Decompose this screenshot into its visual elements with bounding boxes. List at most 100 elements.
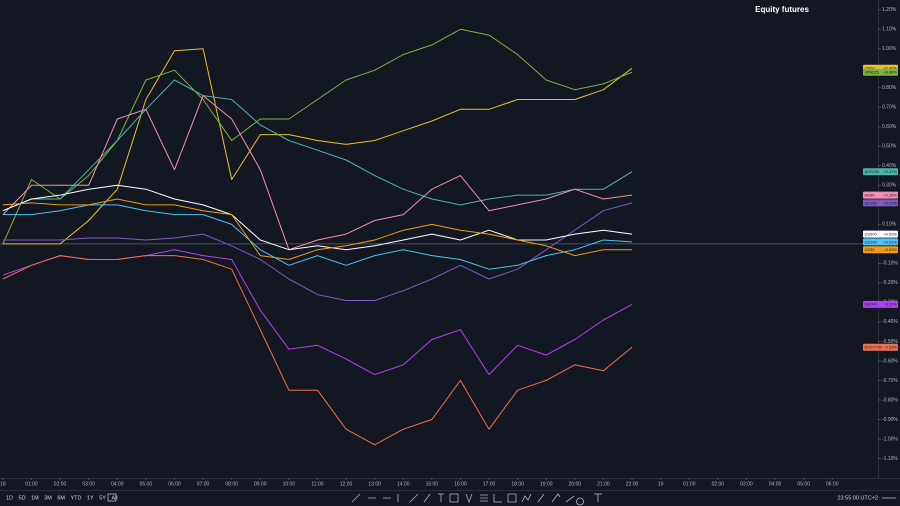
x-tick-label: 19 (658, 481, 664, 487)
x-tick-label: 07:00 (197, 481, 210, 487)
y-tick-label: 1.10% (882, 27, 897, 33)
range-button[interactable]: 1M (31, 495, 39, 501)
tag-background (863, 300, 898, 308)
x-tick-label: 02:00 (54, 481, 67, 487)
y-tick-label: -1.00% (882, 436, 898, 442)
y-tick-label: -0.60% (882, 358, 898, 364)
y-tick-label: -0.50% (882, 339, 898, 345)
y-tick-label: 0.70% (882, 105, 897, 111)
x-tick-label: 11:00 (311, 481, 323, 487)
x-tick-label: 03:00 (740, 481, 753, 487)
x-tick-label: 05:00 (140, 481, 153, 487)
series-tag: EUSTX50 -0.53% (863, 343, 898, 351)
series-line (2, 202, 633, 301)
legend-label: UK100 (865, 200, 878, 205)
series-line (2, 184, 633, 251)
legend-label: US30 (865, 247, 876, 252)
x-tick-label: 10:00 (283, 481, 296, 487)
legend-label: US100 (865, 239, 878, 244)
tag-background (863, 246, 898, 254)
range-button[interactable]: 3M (44, 495, 52, 501)
y-tick-label: 1.20% (882, 7, 897, 13)
y-tick-label: -0.70% (882, 378, 898, 384)
drawing-tools (351, 493, 602, 506)
range-button[interactable]: 5D (19, 495, 26, 501)
x-tick-label: 20:00 (569, 481, 582, 487)
legend-label: JPN225 (865, 70, 880, 75)
series-tag: HK50 +0.25% (863, 191, 898, 199)
tag-background (863, 68, 898, 76)
x-tick-label: 14:00 (397, 481, 410, 487)
legend-label: AUS200 (865, 169, 881, 174)
value-label: -0.31% (884, 302, 897, 307)
x-tick-label: 18 (0, 481, 6, 487)
range-button[interactable]: All (111, 495, 117, 501)
x-tick-label: 01:00 (25, 481, 38, 487)
series-tag: US100 +0.01% (863, 238, 898, 246)
tag-background (863, 343, 898, 351)
x-tick-label: 06:00 (826, 481, 839, 487)
series-line (2, 48, 633, 245)
value-label: +0.01% (883, 239, 897, 244)
x-tick-label: 18:00 (511, 481, 524, 487)
value-label: +0.37% (883, 169, 897, 174)
x-tick-label: 13:00 (368, 481, 381, 487)
x-tick-label: 06:00 (168, 481, 181, 487)
y-tick-label: 0.40% (882, 163, 897, 169)
range-button[interactable]: 1D (6, 495, 13, 501)
tag-background (863, 238, 898, 246)
x-tick-label: 09:00 (254, 481, 267, 487)
y-tick-label: 0.10% (882, 222, 897, 228)
range-button[interactable]: YTD (70, 495, 81, 501)
x-tick-label: 15:00 (426, 481, 439, 487)
value-label: +0.90% (883, 66, 897, 71)
tag-background (863, 191, 898, 199)
series-tag: US500 +0.05% (863, 230, 898, 238)
series-line (2, 198, 632, 260)
series-tag: GER40 -0.31% (863, 300, 898, 308)
value-label: +0.88% (883, 70, 897, 75)
series-tag: AUS200 +0.37% (863, 168, 898, 176)
value-label: -0.53% (884, 345, 897, 350)
x-tick-label: 22:00 (626, 481, 639, 487)
value-label: +0.05% (883, 231, 897, 236)
x-tick-label: 08:00 (225, 481, 238, 487)
x-tick-label: 01:00 (683, 481, 696, 487)
tag-background (863, 230, 898, 238)
y-tick-label: -0.90% (882, 417, 898, 423)
x-tick-label: 19:00 (540, 481, 553, 487)
series-tag: US30 -0.03% (863, 246, 898, 254)
range-button[interactable]: 1Y (87, 495, 94, 501)
x-tick-label: 03:00 (82, 481, 95, 487)
value-label: +0.25% (883, 192, 897, 197)
y-tick-label: 0.30% (882, 183, 897, 189)
series-line (2, 204, 633, 270)
y-tick-label: 0.60% (882, 124, 897, 130)
legend-label: US500 (865, 231, 878, 236)
series-line (2, 95, 633, 251)
legend-label: HK50 (865, 192, 876, 197)
value-label: +0.21% (883, 200, 897, 205)
range-button[interactable]: 6M (57, 495, 65, 501)
x-tick-label: 12:00 (340, 481, 353, 487)
y-tick-label: -1.10% (882, 456, 898, 462)
y-tick-label: -0.40% (882, 319, 898, 325)
legend-label: CN50 (865, 66, 876, 71)
value-label: -0.03% (884, 247, 897, 252)
y-tick-label: 0.50% (882, 144, 897, 150)
x-tick-label: 05:00 (797, 481, 810, 487)
series-tag: UK100 +0.21% (863, 199, 898, 207)
legend-label: GER40 (865, 302, 879, 307)
x-tick-label: 21:00 (597, 481, 610, 487)
y-tick-label: 1.00% (882, 46, 897, 52)
x-tick-label: 17:00 (483, 481, 496, 487)
range-button[interactable]: 5Y (99, 495, 106, 501)
timestamp: 23:55:00 UTC+2 (837, 495, 878, 501)
y-tick-label: -0.80% (882, 397, 898, 403)
tag-background (863, 199, 898, 207)
compare-button[interactable] (107, 493, 117, 502)
y-tick-label: -0.10% (882, 261, 898, 267)
